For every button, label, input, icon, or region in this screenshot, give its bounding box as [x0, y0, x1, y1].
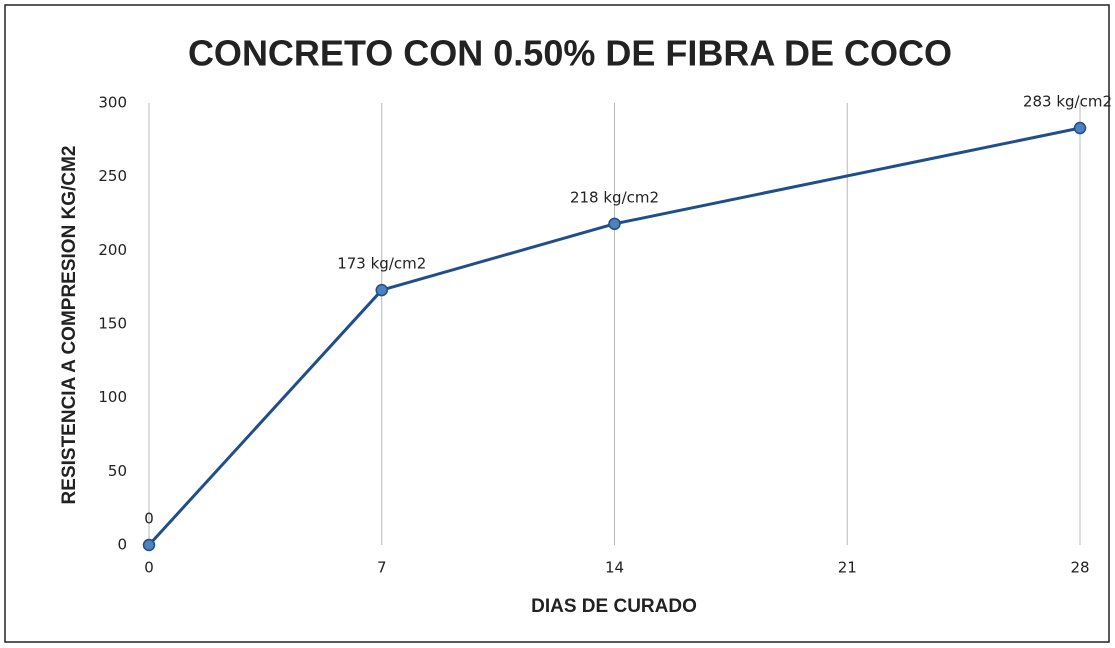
y-tick-label: 0	[117, 536, 127, 554]
x-tick-label: 14	[605, 559, 624, 577]
data-label: 218 kg/cm2	[570, 188, 659, 206]
y-tick-label: 50	[108, 462, 127, 480]
y-tick-label: 150	[98, 315, 127, 333]
y-tick-label: 100	[98, 388, 127, 406]
x-tick-label: 21	[838, 559, 857, 577]
point	[142, 538, 156, 552]
data-label: 173 kg/cm2	[337, 255, 426, 273]
data-label: 0	[144, 510, 154, 528]
x-tick-label: 0	[144, 559, 154, 577]
y-tick-label: 250	[98, 167, 127, 185]
data-label: 283 kg/cm2	[1023, 93, 1112, 111]
x-tick-label: 7	[377, 559, 387, 577]
point	[608, 217, 621, 231]
y-tick-label: 200	[98, 241, 127, 259]
x-tick-label: 28	[1070, 559, 1089, 577]
chart-title: CONCRETO CON 0.50% DE FIBRA DE COCO	[188, 33, 952, 74]
point	[1073, 121, 1087, 135]
x-axis-label: DIAS DE CURADO	[531, 596, 697, 617]
series-line	[147, 126, 1081, 547]
y-axis-label: RESISTENCIA A COMPRESION KG/CM2	[59, 146, 80, 505]
y-tick-label: 300	[98, 94, 127, 112]
point	[375, 283, 388, 297]
chart-border	[4, 4, 1110, 643]
